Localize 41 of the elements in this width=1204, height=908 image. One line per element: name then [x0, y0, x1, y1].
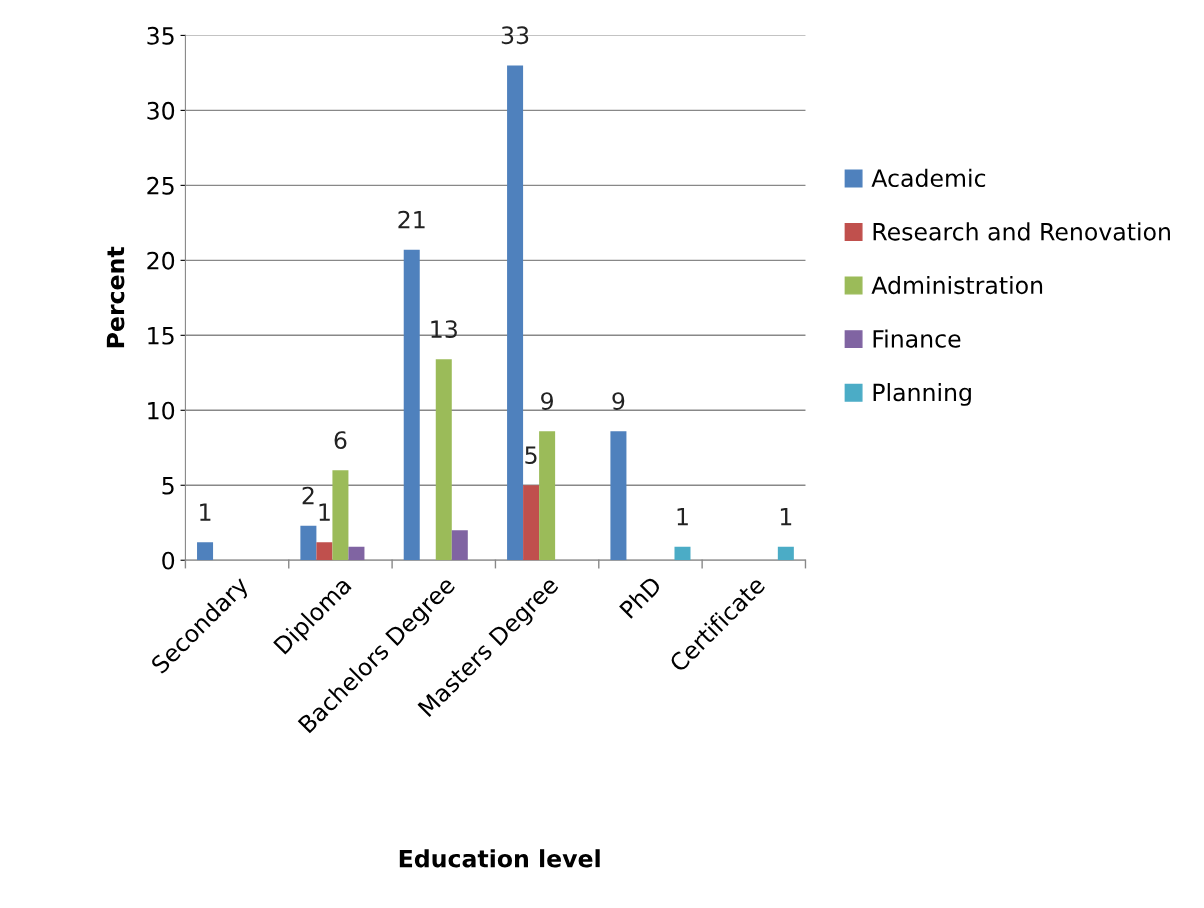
bar [316, 542, 333, 561]
data-label: 2 [302, 486, 314, 505]
y-tick-label: 5 [162, 477, 174, 495]
bar [300, 525, 317, 561]
bar [403, 249, 420, 561]
bar [507, 65, 524, 561]
legend-label: Research and Renovation [873, 222, 1170, 241]
data-label: 33 [501, 26, 529, 45]
bar [197, 542, 214, 561]
bar [674, 546, 691, 561]
bar [610, 431, 627, 561]
bar [539, 431, 556, 561]
bar [777, 546, 794, 561]
x-axis-title: Education level [399, 849, 600, 868]
data-label: 1 [677, 507, 688, 526]
y-axis-title: Percent [106, 246, 125, 348]
legend-label: Finance [873, 329, 961, 348]
y-tick-label: 0 [162, 551, 175, 570]
y-tick-label: 25 [147, 176, 174, 195]
data-label: 6 [334, 431, 347, 450]
data-label: 1 [200, 503, 211, 521]
bar [435, 359, 452, 561]
y-tick-label: 30 [147, 101, 175, 120]
data-label: 9 [612, 392, 625, 411]
bar [451, 530, 468, 561]
legend-label: Administration [871, 275, 1043, 295]
y-tick-label: 35 [147, 26, 174, 45]
data-label: 5 [525, 446, 537, 465]
y-tick-label: 20 [147, 251, 175, 270]
y-tick-label: 10 [148, 401, 175, 420]
data-label: 1 [319, 503, 330, 521]
data-label: 1 [780, 507, 792, 526]
bar [523, 485, 540, 561]
legend-label: Planning [873, 382, 971, 406]
data-label: 9 [541, 392, 553, 411]
bar [332, 470, 349, 561]
legend-label: Academic [871, 168, 986, 188]
data-label: 13 [431, 320, 457, 339]
y-tick-label: 15 [148, 327, 174, 345]
data-label: 21 [398, 210, 425, 229]
bar [348, 546, 365, 561]
